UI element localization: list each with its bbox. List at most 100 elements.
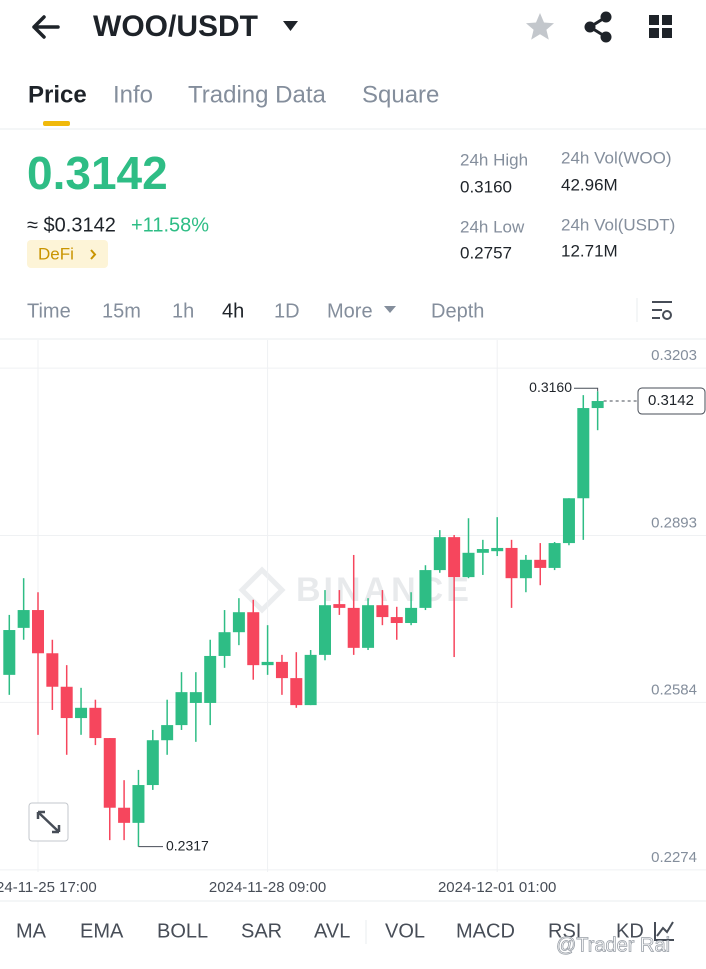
candle-body — [319, 605, 331, 655]
pair-title[interactable]: WOO/USDT — [93, 10, 258, 43]
candle-body — [448, 537, 461, 578]
candle-body — [405, 607, 418, 624]
candle-body — [232, 612, 245, 633]
indicator[interactable]: VOL — [385, 920, 425, 942]
indicator[interactable]: SAR — [241, 920, 282, 942]
share-icon[interactable] — [584, 11, 612, 43]
candle-body — [146, 740, 159, 786]
stat-label: 24h Low — [460, 217, 525, 236]
indicator[interactable]: RSI — [548, 920, 581, 942]
chart-settings-icon[interactable] — [652, 301, 672, 320]
stat-label: 24h Vol(WOO) — [561, 148, 672, 167]
interval[interactable]: More — [327, 300, 373, 322]
indicator[interactable]: MA — [16, 920, 47, 942]
stat-label: 24h High — [460, 150, 528, 169]
watermark-text: BINANCE — [296, 571, 472, 609]
tab[interactable]: Square — [362, 81, 439, 108]
pair-dropdown[interactable] — [283, 21, 298, 31]
indicator-settings-icon[interactable] — [654, 921, 674, 941]
candle-body — [189, 692, 202, 703]
candle-body — [462, 552, 475, 578]
candle-body — [333, 604, 346, 608]
candle-body — [505, 547, 518, 579]
interval[interactable]: 15m — [102, 300, 141, 322]
candle-body — [103, 738, 116, 808]
tag-chevron — [90, 249, 97, 260]
candle-body — [548, 543, 561, 568]
y-tick-label: 0.3203 — [651, 347, 697, 364]
high-marker-line — [574, 387, 599, 392]
candle-body — [218, 632, 231, 656]
candle-body — [476, 549, 489, 553]
candle-body — [534, 559, 547, 568]
candle-body — [390, 617, 403, 624]
candle-body — [275, 661, 288, 679]
candle-body — [519, 559, 532, 579]
y-tick-label: 0.2893 — [651, 514, 697, 531]
candle-body — [591, 401, 604, 409]
candle-body — [562, 498, 575, 544]
interval[interactable]: 1h — [172, 300, 194, 322]
candle-body — [491, 547, 504, 552]
indicator[interactable]: EMA — [80, 920, 124, 942]
candlestick-chart: 0.3203 0.2893 0.2584 0.2274 2024-11-25 17:00… — [0, 340, 706, 896]
tab[interactable]: Price — [28, 81, 87, 108]
candle-body — [75, 707, 88, 719]
candle-body — [204, 655, 217, 703]
tag-label[interactable]: DeFi — [38, 244, 74, 263]
tab[interactable]: Info — [113, 81, 153, 108]
candle-body — [376, 605, 389, 618]
interval[interactable]: 1D — [274, 300, 300, 322]
stat-value: 0.3160 — [460, 177, 512, 196]
watermark — [238, 566, 286, 614]
candle-body — [3, 630, 16, 675]
candle-body — [118, 807, 131, 823]
low-marker-label: 0.2317 — [166, 837, 209, 853]
stat-value: 0.2757 — [460, 243, 512, 262]
indicator[interactable]: KD — [616, 920, 644, 942]
usd-price: ≈ $0.3142 — [27, 214, 116, 236]
candle-body — [161, 725, 174, 741]
expand-icon — [36, 810, 61, 834]
last-price: 0.3142 — [27, 147, 168, 199]
back-button[interactable] — [32, 15, 60, 39]
candle-body — [247, 612, 260, 666]
stat-value: 42.96M — [561, 175, 618, 194]
price-change: +11.58% — [131, 214, 209, 236]
x-tick-label: 2024-11-25 17:00 — [0, 879, 97, 896]
watermark-text: @Trader Rai — [556, 934, 670, 956]
candle-body — [577, 408, 590, 499]
indicator[interactable]: MACD — [456, 920, 515, 942]
tag-badge[interactable] — [27, 240, 108, 268]
y-tick-label: 0.2584 — [651, 681, 697, 698]
tab[interactable]: Trading Data — [188, 81, 327, 108]
candle-body — [32, 610, 44, 654]
candle-body — [17, 610, 30, 628]
candle-body — [60, 686, 73, 719]
stat-value: 12.71M — [561, 241, 618, 260]
candle-body — [304, 654, 317, 706]
more-dropdown[interactable] — [384, 306, 396, 313]
indicator[interactable]: BOLL — [157, 920, 208, 942]
candle-body — [433, 537, 446, 571]
candle-body — [419, 570, 432, 608]
indicator[interactable]: AVL — [314, 920, 350, 942]
candle-body — [89, 707, 102, 739]
candle-body — [290, 678, 303, 706]
last-price-label: 0.3142 — [648, 392, 694, 409]
menu-icon[interactable] — [649, 15, 672, 38]
favorite-icon[interactable] — [526, 13, 554, 40]
y-tick-label: 0.2274 — [651, 849, 697, 866]
candle-body — [347, 607, 360, 648]
stat-label: 24h Vol(USDT) — [561, 215, 675, 234]
interval[interactable]: Time — [27, 300, 71, 322]
candle-body — [132, 785, 145, 823]
interval[interactable]: 4h — [222, 300, 244, 322]
tab-indicator — [43, 121, 70, 126]
high-marker-label: 0.3160 — [529, 379, 572, 395]
candle-body — [175, 692, 188, 726]
interval[interactable]: Depth — [431, 300, 484, 322]
candle-body — [46, 653, 59, 687]
